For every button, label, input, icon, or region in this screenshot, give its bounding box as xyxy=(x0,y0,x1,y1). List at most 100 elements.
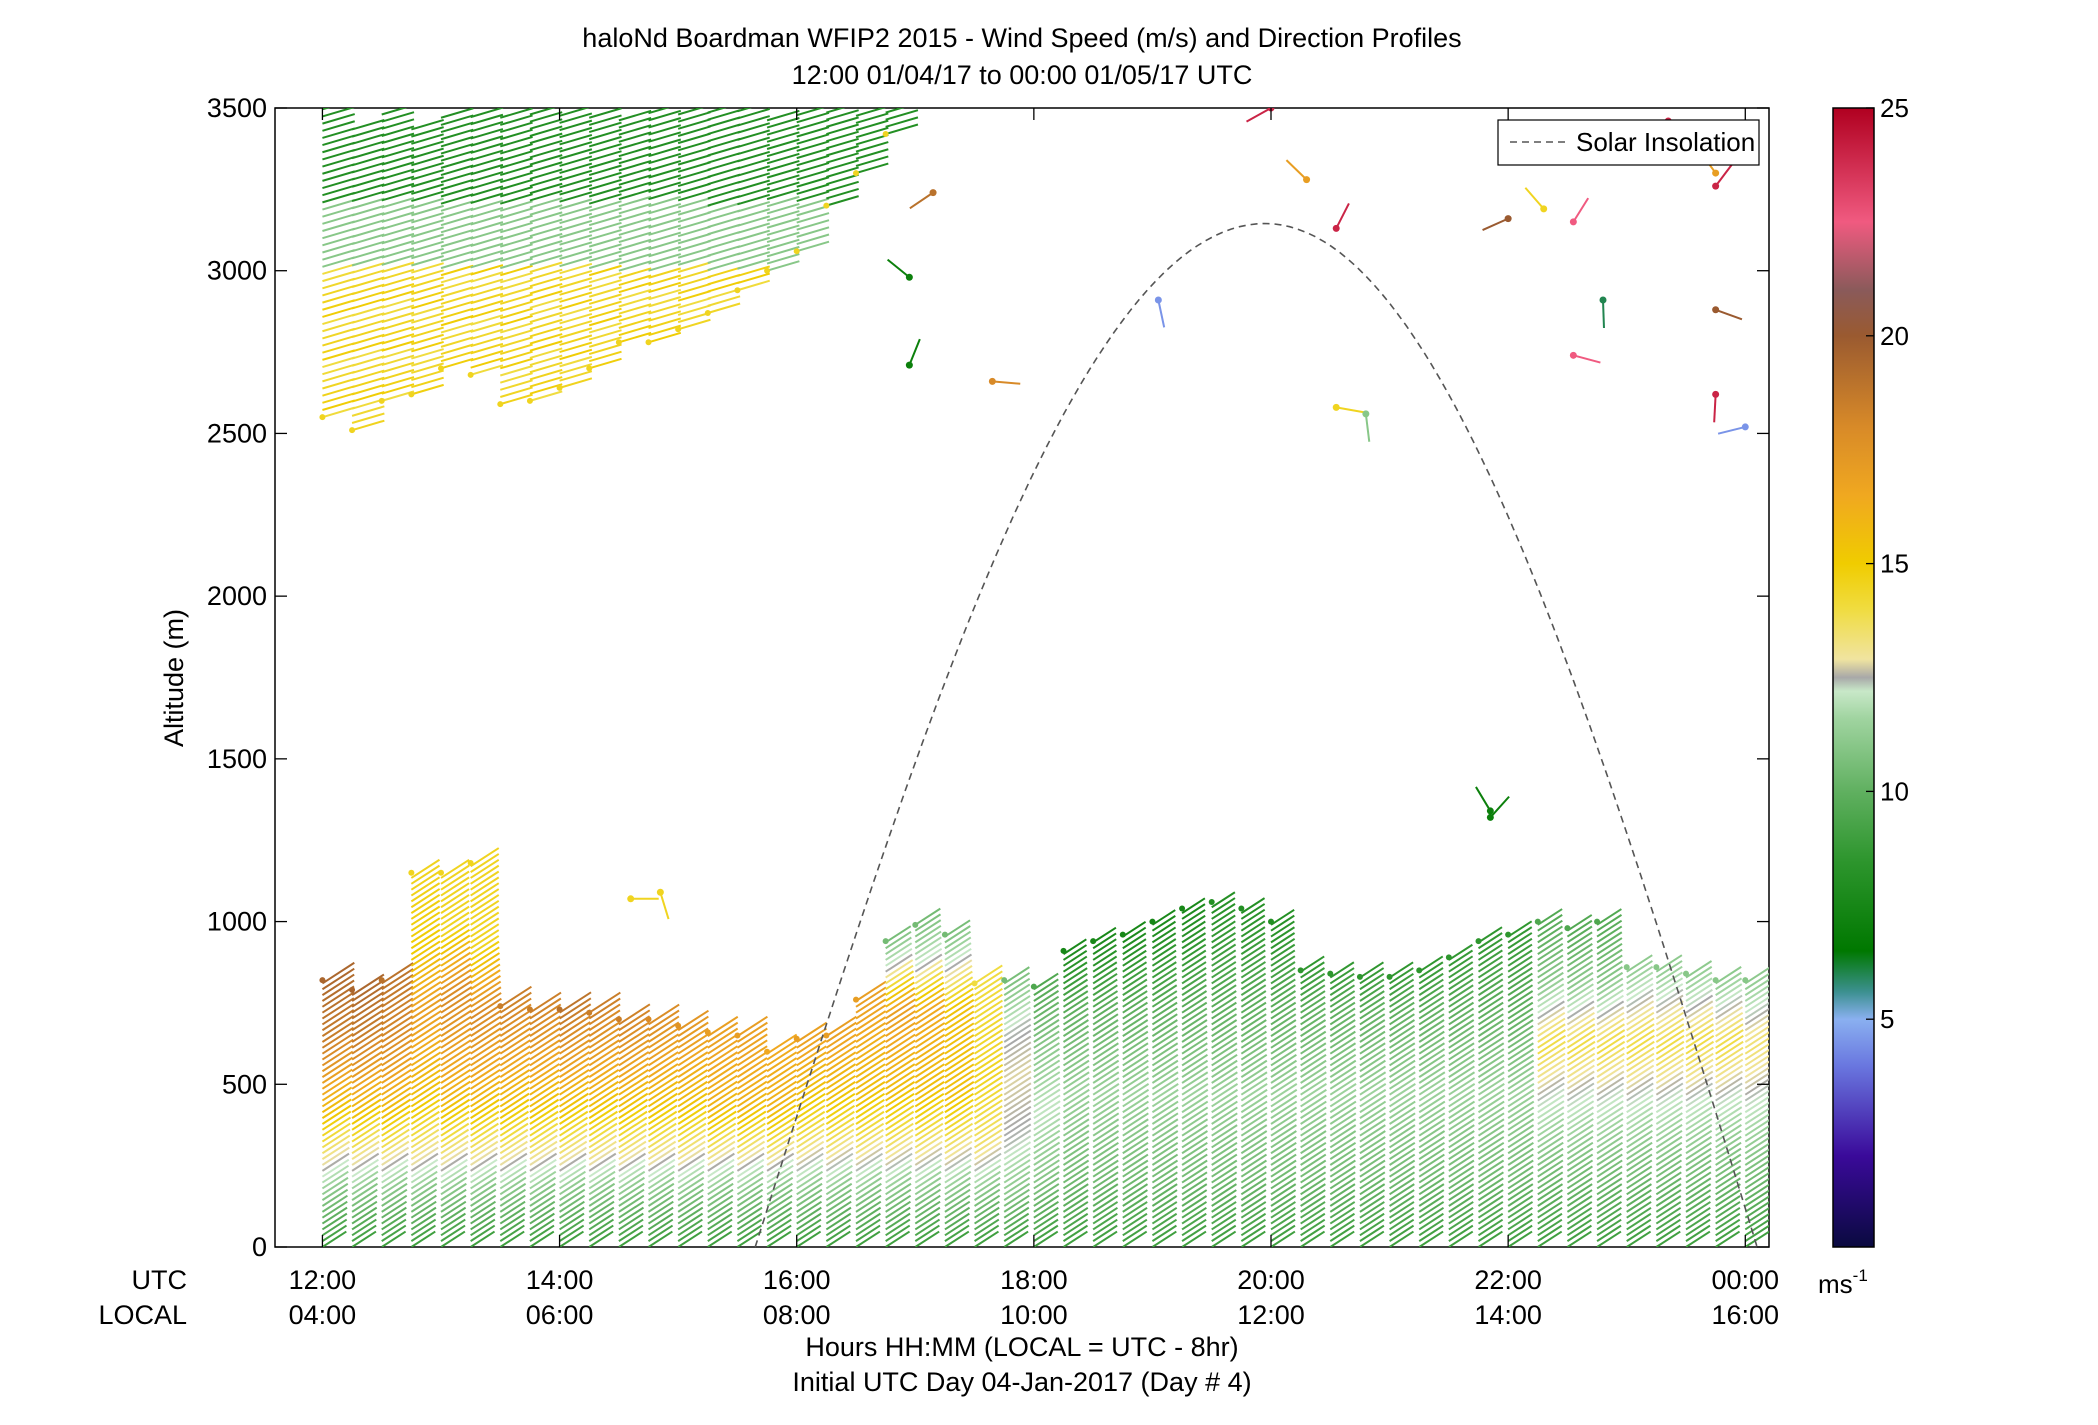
wind-barb xyxy=(529,218,563,231)
wind-barb xyxy=(559,1039,591,1061)
wind-barb xyxy=(1596,1064,1625,1084)
wind-barb xyxy=(796,126,830,138)
wind-barb xyxy=(588,357,622,370)
wind-barb xyxy=(411,269,444,281)
wind-barb xyxy=(321,1015,355,1037)
wind-barb xyxy=(1685,1011,1714,1032)
wind-barb xyxy=(470,946,500,967)
y-tick-label: 2500 xyxy=(207,418,267,448)
wind-barb xyxy=(1329,996,1356,1014)
wind-barb xyxy=(1477,1071,1505,1090)
chart-title: haloNd Boardman WFIP2 2015 - Wind Speed … xyxy=(582,23,1461,53)
wind-barb xyxy=(677,232,711,245)
wind-barb xyxy=(1418,1118,1446,1137)
wind-barb xyxy=(618,217,652,229)
wind-barb xyxy=(1566,989,1595,1008)
wind-barb xyxy=(1389,1007,1415,1026)
wind-barb xyxy=(1062,1071,1090,1090)
wind-barb xyxy=(1566,1070,1595,1090)
wind-barb xyxy=(1003,983,1031,1002)
wind-barb xyxy=(707,1039,739,1061)
wind-barb xyxy=(1448,1224,1474,1242)
wind-barb xyxy=(677,1116,707,1137)
wind-barb xyxy=(500,329,533,341)
wind-barb xyxy=(1389,1189,1415,1207)
wind-barb xyxy=(351,1003,385,1026)
wind-barb xyxy=(1537,914,1563,932)
wind-barb xyxy=(1062,1042,1090,1061)
wind-barb xyxy=(1537,1112,1565,1131)
wind-profile xyxy=(882,925,917,1247)
wind-barb xyxy=(351,979,385,1002)
wind-barb xyxy=(470,285,504,298)
wind-barb xyxy=(1240,1019,1267,1037)
wind-barb xyxy=(944,1057,975,1078)
wind-barb xyxy=(1655,960,1683,979)
wind-barb xyxy=(1181,1054,1208,1073)
wind-barb xyxy=(1566,1129,1594,1149)
wind-barb xyxy=(1418,1165,1445,1184)
wind-barb xyxy=(1418,1024,1445,1043)
wind-barb xyxy=(440,899,470,920)
wind-barb xyxy=(499,1140,528,1160)
wind-barb xyxy=(1477,1054,1505,1073)
wind-barb xyxy=(529,1152,558,1172)
wind-barb xyxy=(410,1200,437,1219)
wind-barb xyxy=(707,230,741,243)
wind-barb xyxy=(381,1045,413,1067)
wind-barb xyxy=(1151,1013,1178,1032)
wind-barb xyxy=(410,870,441,891)
wind-barb xyxy=(974,1017,1004,1037)
wind-barb xyxy=(499,1027,532,1049)
wind-barb xyxy=(559,298,593,311)
wind-barb xyxy=(766,210,800,222)
wind-barb xyxy=(885,936,912,955)
wind-barb xyxy=(1596,1034,1626,1055)
wind-barb xyxy=(1240,1130,1268,1149)
wind-barb xyxy=(1389,1141,1416,1160)
wind-barb xyxy=(944,1063,975,1084)
wind-barb xyxy=(885,959,914,979)
wind-barb xyxy=(322,292,356,304)
wind-barb xyxy=(559,141,593,153)
wind-barb xyxy=(1181,1177,1208,1196)
wind-barb xyxy=(855,1045,886,1067)
wind-barb xyxy=(677,1021,709,1043)
wind-barb xyxy=(1418,961,1444,979)
wind-barb xyxy=(440,1134,469,1155)
wind-barb xyxy=(618,1224,644,1242)
wind-barb xyxy=(648,117,682,129)
wind-profile xyxy=(823,1015,857,1247)
wind-barb xyxy=(588,314,622,327)
wind-barb xyxy=(1181,967,1207,985)
wind-barb xyxy=(1151,1024,1178,1043)
wind-barb xyxy=(855,1110,885,1131)
wind-barb xyxy=(1744,1089,1769,1108)
wind-barb xyxy=(499,1033,531,1055)
isolated-wind-barb xyxy=(656,888,670,920)
wind-barb xyxy=(1300,1001,1326,1020)
wind-barb xyxy=(1122,949,1147,967)
wind-barb xyxy=(974,1218,1000,1237)
wind-barb xyxy=(677,1122,707,1143)
wind-barb xyxy=(1003,1018,1032,1037)
wind-barb xyxy=(500,135,533,148)
wind-barb xyxy=(529,1045,561,1067)
wind-barb xyxy=(381,218,415,231)
wind-barb xyxy=(351,283,385,296)
wind-barb xyxy=(855,1069,886,1090)
upper-wind-profile xyxy=(438,108,474,372)
wind-barb xyxy=(1626,1100,1654,1119)
wind-barb xyxy=(1655,1034,1685,1055)
wind-barb xyxy=(351,226,385,238)
wind-barb xyxy=(944,1152,972,1172)
wind-barb xyxy=(1181,1042,1208,1061)
wind-barb xyxy=(321,1206,348,1225)
wind-barb xyxy=(1062,938,1087,955)
wind-barb xyxy=(1626,994,1654,1014)
wind-barb xyxy=(1537,1159,1564,1178)
wind-barb xyxy=(1062,1030,1090,1049)
wind-barb xyxy=(1003,1188,1030,1207)
wind-barb xyxy=(647,1224,674,1242)
wind-barb xyxy=(1181,1106,1209,1125)
